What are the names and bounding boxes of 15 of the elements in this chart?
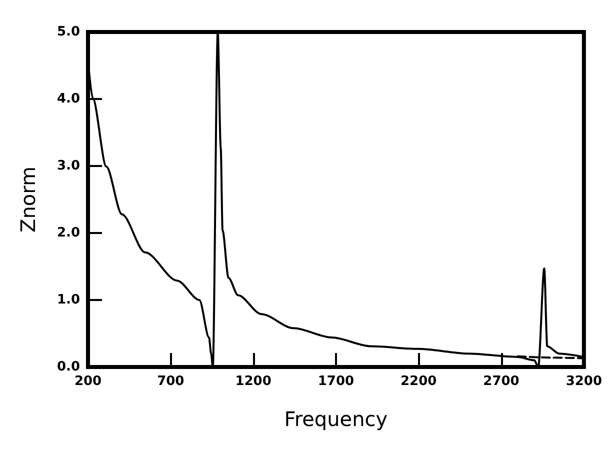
x-tick-label: 1200 [235,374,272,389]
x-tick-label: 2700 [483,374,520,389]
y-axis-title: Znorm [16,166,40,232]
y-tick-label: 4.0 [56,92,80,106]
y-tick-label: 1.0 [56,292,80,308]
y-tick-label: 5.0 [56,24,80,40]
x-tick-label: 200 [74,374,102,389]
x-tick-label: 3200 [566,374,602,389]
x-tick-label: 700 [157,374,184,389]
y-tick-label: 2.0 [56,226,80,240]
x-tick-label: 1700 [318,374,354,389]
y-tick-label: 3.0 [56,158,80,174]
x-tick-label: 2200 [400,374,437,389]
y-tick-label: 0.0 [56,360,80,374]
x-axis-title: Frequency [284,407,388,431]
